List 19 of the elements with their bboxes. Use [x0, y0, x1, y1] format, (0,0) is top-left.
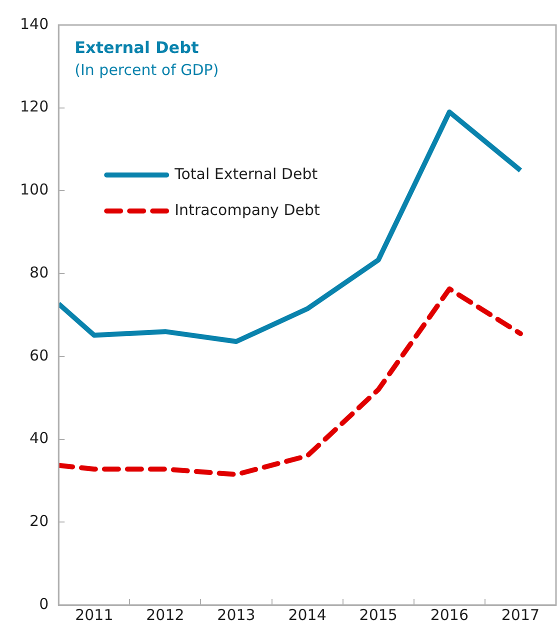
y-tick-label: 40	[30, 429, 49, 448]
x-tick-label: 2016	[430, 606, 469, 624]
x-tick-label: 2017	[501, 606, 540, 624]
y-tick-label: 100	[20, 180, 49, 199]
y-tick-label: 60	[30, 346, 49, 364]
x-tick-label: 2015	[359, 606, 398, 624]
y-tick-label: 140	[20, 14, 49, 33]
y-tick-label: 80	[30, 263, 49, 282]
x-tick-label: 2013	[217, 606, 256, 624]
x-tick-label: 2011	[75, 606, 114, 624]
y-tick-label: 120	[20, 98, 49, 116]
legend-label: Intracompany Debt	[174, 200, 320, 219]
x-tick-label: 2012	[146, 606, 184, 624]
text: (In percent of GDP)	[74, 60, 219, 79]
x-tick-label: 2014	[288, 606, 326, 624]
legend-label: Total External Debt	[174, 164, 318, 183]
text: External Debt	[74, 38, 200, 58]
y-tick-label: 20	[30, 512, 49, 530]
y-tick-label: 0	[39, 594, 49, 613]
